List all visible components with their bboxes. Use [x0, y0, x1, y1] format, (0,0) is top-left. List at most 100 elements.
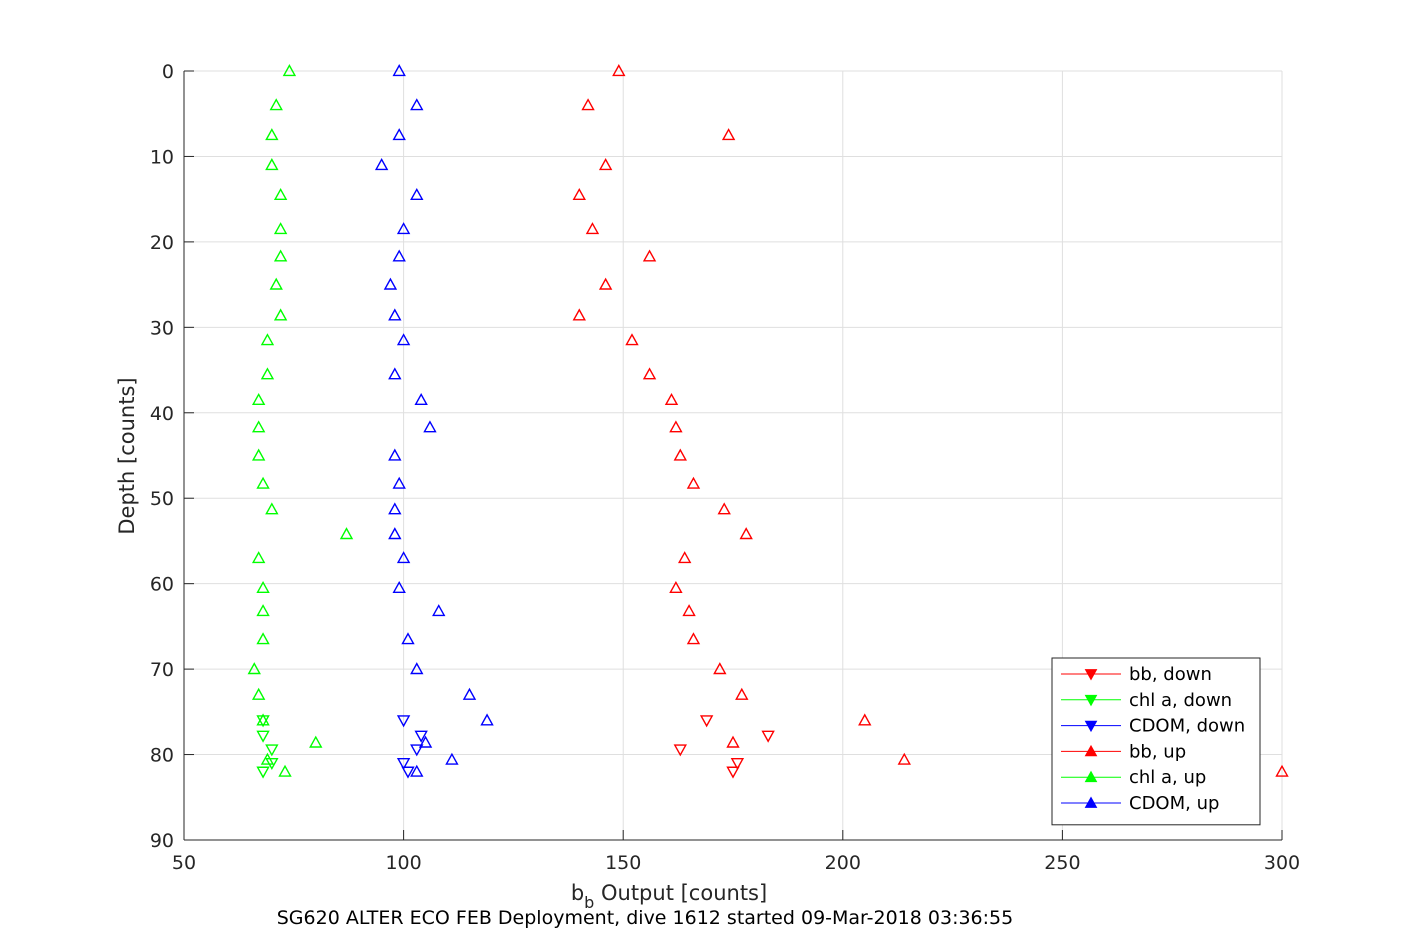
legend-marker-0	[1084, 669, 1098, 681]
x-tick-label-300: 300	[1264, 852, 1300, 874]
data-point-3-1	[581, 98, 595, 111]
data-point-3-4	[572, 187, 586, 200]
legend-marker-5	[1084, 796, 1098, 808]
data-point-5-11	[414, 393, 428, 406]
legend-label-1: chl a, down	[1129, 690, 1232, 711]
x-axis-label-sub: b	[584, 893, 594, 912]
data-point-5-3	[374, 158, 389, 171]
data-point-5-15	[388, 502, 402, 515]
data-point-3-14	[686, 476, 701, 489]
data-point-5-1	[410, 98, 424, 111]
data-point-2-1	[414, 730, 428, 743]
data-point-3-11	[664, 393, 679, 406]
data-point-3-7	[598, 277, 613, 290]
data-point-3-6	[642, 249, 657, 262]
data-point-5-21	[410, 662, 424, 675]
data-point-5-12	[423, 420, 437, 433]
data-point-2-2	[410, 744, 424, 757]
data-point-4-14	[256, 476, 270, 489]
data-point-3-25	[897, 752, 911, 765]
data-point-5-19	[432, 604, 446, 617]
y-tick-label-40: 40	[150, 403, 174, 425]
data-point-3-24	[726, 735, 740, 748]
y-axis-label: Depth [counts]	[115, 377, 139, 534]
legend-marker-4	[1084, 770, 1098, 783]
data-point-5-26	[410, 764, 424, 777]
data-point-5-7	[383, 277, 398, 290]
data-point-4-4	[273, 187, 288, 200]
y-tick-label-60: 60	[150, 574, 174, 596]
data-point-4-17	[251, 551, 266, 564]
legend: bb, down chl a, down CDOM, down bb, up chl a…	[1051, 657, 1261, 826]
data-point-0-4	[726, 766, 740, 779]
legend-label-3: bb, up	[1129, 741, 1186, 762]
legend-box	[1051, 657, 1261, 826]
data-point-3-13	[673, 448, 687, 461]
data-point-5-4	[410, 187, 424, 200]
x-axis-label-main: b	[571, 881, 584, 905]
y-tick-label-30: 30	[150, 317, 174, 339]
legend-label-0: bb, down	[1129, 664, 1212, 685]
data-point-0-3	[730, 758, 745, 771]
data-point-4-2	[265, 128, 279, 141]
data-point-5-0	[392, 64, 406, 77]
data-point-4-10	[260, 367, 275, 380]
data-point-3-16	[739, 527, 753, 540]
data-point-4-16	[339, 527, 354, 540]
data-point-3-2	[721, 128, 736, 141]
data-point-3-15	[717, 502, 731, 515]
data-point-4-22	[251, 687, 266, 700]
y-tick-label-50: 50	[150, 488, 174, 510]
data-point-5-24	[418, 735, 433, 748]
y-tick-label-70: 70	[150, 659, 174, 681]
data-point-4-12	[251, 420, 266, 433]
data-point-5-17	[396, 551, 411, 564]
data-point-5-16	[388, 527, 402, 540]
legend-label-2: CDOM, down	[1129, 716, 1245, 737]
data-point-3-19	[682, 604, 696, 617]
y-tick-label-20: 20	[150, 232, 174, 254]
data-point-4-19	[256, 604, 270, 617]
legend-marker-3	[1084, 744, 1098, 757]
x-tick-label-50: 50	[172, 852, 196, 874]
data-point-5-18	[392, 580, 406, 594]
y-tick-label-10: 10	[150, 146, 174, 168]
chart-title: SG620 ALTER ECO FEB Deployment, dive 161…	[277, 907, 1013, 929]
data-point-3-21	[713, 662, 727, 675]
data-point-4-3	[265, 158, 279, 171]
data-point-4-25	[260, 752, 275, 765]
data-point-5-13	[388, 448, 402, 461]
data-point-4-7	[269, 277, 283, 290]
data-point-3-26	[1275, 764, 1289, 777]
x-axis-label: bb Output [counts]	[571, 881, 767, 912]
y-tick-label-90: 90	[150, 830, 174, 852]
series-3	[572, 64, 1289, 777]
data-point-3-5	[585, 222, 600, 235]
data-point-2-4	[401, 766, 415, 779]
series-4	[247, 64, 354, 777]
data-point-2-3	[396, 758, 411, 771]
series-0	[673, 715, 775, 779]
data-point-2-0	[396, 715, 411, 728]
data-point-0-2	[673, 744, 687, 757]
data-point-4-5	[273, 222, 288, 235]
legend-marker-2	[1084, 720, 1098, 733]
x-tick-label-100: 100	[385, 852, 421, 874]
data-point-3-3	[598, 158, 613, 171]
y-tick-label-0: 0	[162, 61, 174, 83]
data-point-3-20	[686, 632, 701, 645]
grid-lines	[183, 70, 1283, 841]
data-point-5-6	[392, 249, 406, 262]
x-tick-label-200: 200	[825, 852, 861, 874]
x-axis-label-rest: Output [counts]	[594, 881, 767, 905]
data-point-3-23	[858, 713, 872, 726]
data-point-4-9	[260, 333, 275, 346]
data-point-3-17	[677, 551, 692, 564]
data-point-4-1	[269, 98, 283, 111]
data-point-5-23	[480, 713, 494, 726]
axis-labels: bb Output [counts] Depth [counts] SG620 …	[115, 377, 1013, 929]
data-point-4-13	[251, 448, 266, 461]
data-point-4-18	[256, 580, 270, 594]
legend-label-5: CDOM, up	[1129, 793, 1219, 814]
